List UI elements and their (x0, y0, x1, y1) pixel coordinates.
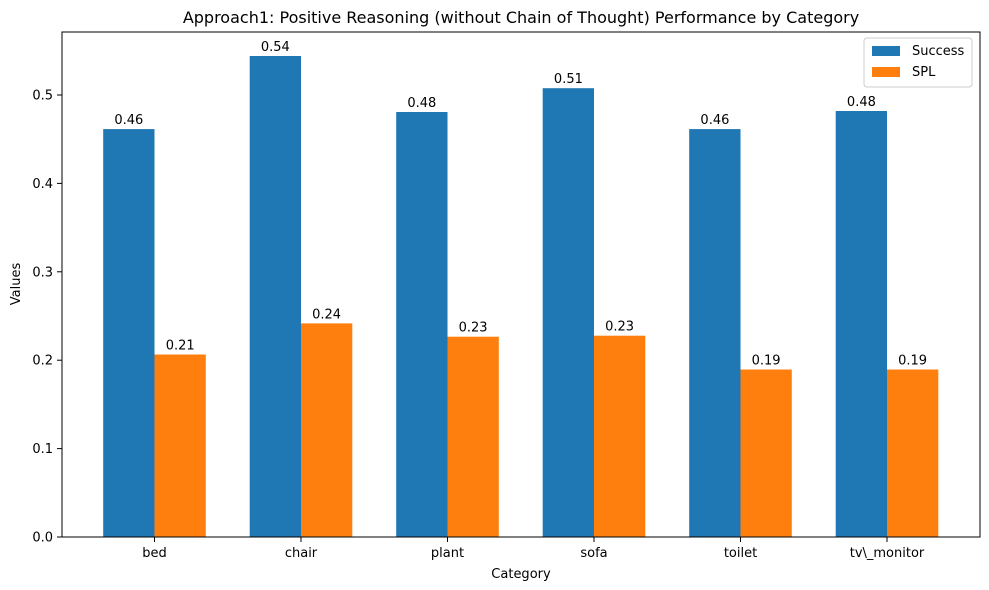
x-tick-label: plant (431, 546, 464, 561)
y-tick-label: 0.2 (32, 354, 53, 369)
bar-spl-1 (301, 323, 353, 537)
legend-swatch-success (872, 46, 900, 56)
bar-value-label: 0.48 (847, 95, 876, 110)
bar-value-label: 0.48 (407, 96, 436, 111)
bar-success-5 (835, 111, 887, 537)
x-axis-ticks: bed chair plant sofa toilet tv\_monitor (142, 537, 925, 561)
bar-value-label: 0.54 (261, 40, 290, 55)
bar-spl-5 (887, 369, 939, 537)
x-tick-label: chair (285, 546, 318, 561)
x-tick-label: toilet (724, 546, 757, 561)
y-axis-label: Values (9, 263, 24, 306)
bar-spl-4 (740, 369, 792, 537)
plot-frame (61, 31, 981, 538)
bar-value-label: 0.46 (700, 113, 729, 128)
bar-spl-2 (447, 336, 499, 537)
bar-success-0 (103, 129, 155, 537)
y-axis-ticks: 0.0 0.1 0.2 0.3 0.4 0.5 (32, 89, 62, 546)
bar-success-4 (689, 129, 741, 537)
x-tick-label: bed (142, 546, 167, 561)
legend-label-success: Success (912, 44, 965, 59)
bar-value-label: 0.24 (312, 307, 341, 322)
bar-value-label: 0.19 (898, 354, 927, 369)
bar-labels-group: 0.46 0.21 0.54 0.24 0.48 0.23 0.51 0.23 0.46 0.19… (114, 40, 927, 369)
bar-value-label: 0.46 (114, 113, 143, 128)
bar-value-label: 0.23 (605, 320, 634, 335)
y-tick-label: 0.5 (32, 89, 53, 104)
legend-swatch-spl (872, 67, 900, 77)
y-tick-label: 0.1 (32, 442, 53, 457)
plot-area: 0.46 0.21 0.54 0.24 0.48 0.23 0.51 0.23 0.46 0.19… (32, 31, 981, 561)
y-tick-label: 0.0 (32, 531, 53, 546)
y-tick-label: 0.3 (32, 265, 53, 280)
bar-value-label: 0.19 (752, 354, 781, 369)
bar-success-1 (249, 56, 301, 537)
y-tick-label: 0.4 (32, 177, 53, 192)
bar-success-2 (396, 112, 448, 537)
bar-value-label: 0.23 (459, 321, 488, 336)
legend-label-spl: SPL (912, 65, 936, 80)
x-tick-label: tv\_monitor (850, 546, 925, 561)
x-tick-label: sofa (580, 546, 607, 561)
bar-spl-3 (594, 335, 646, 537)
x-axis-label: Category (491, 567, 551, 582)
bar-spl-0 (154, 354, 206, 537)
bars-group (103, 56, 939, 537)
chart-title: Approach1: Positive Reasoning (without C… (183, 8, 859, 27)
bar-value-label: 0.51 (554, 72, 583, 87)
bar-value-label: 0.21 (166, 339, 195, 354)
bar-success-3 (542, 88, 594, 537)
legend: Success SPL (863, 37, 973, 88)
